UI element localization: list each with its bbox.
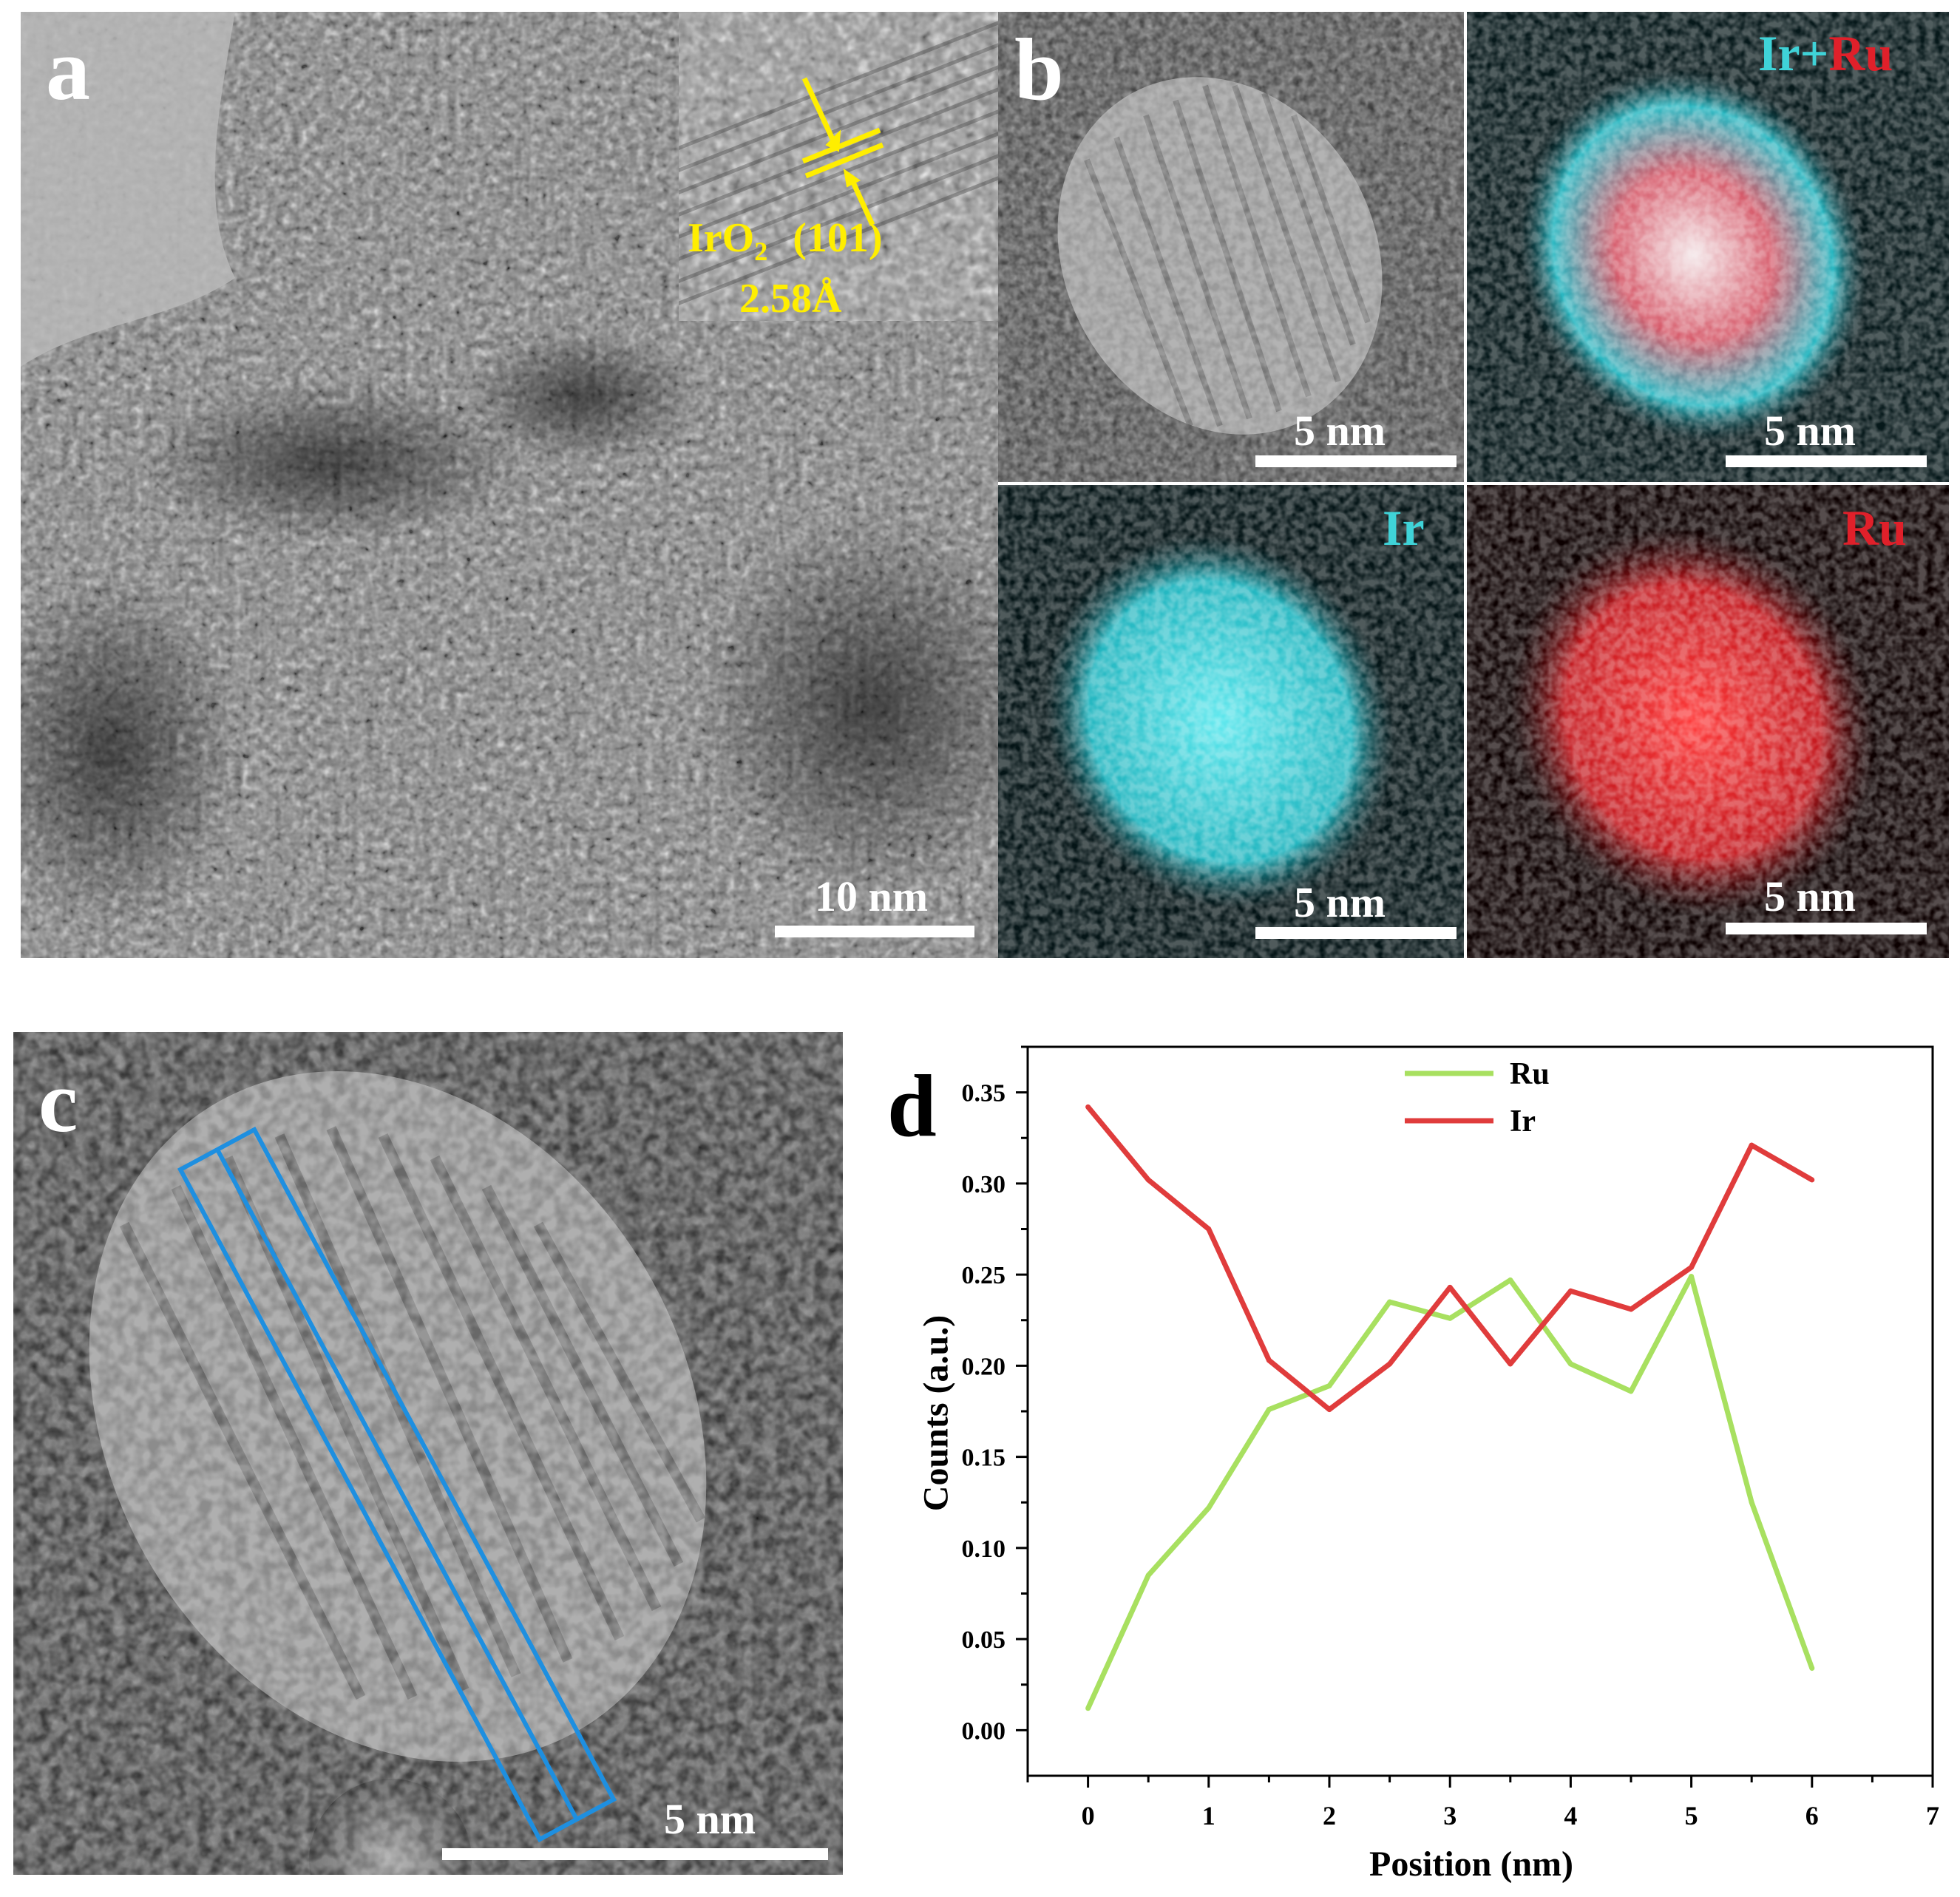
chart-legend: Ru Ir [1405, 1057, 1550, 1138]
ir-map-label: Ir [1383, 500, 1425, 556]
overlay-map-label: Ir+Ru [1758, 28, 1893, 78]
y-tick-label: 0.15 [962, 1445, 1006, 1472]
data-point-ru [1387, 1299, 1393, 1305]
scale-bar-b4 [1726, 923, 1927, 934]
overlay-plus-label: + [1800, 25, 1829, 81]
eds-map-graphics [998, 12, 1949, 958]
inset-hrtem: IrO2 (101) 2.58Å [679, 12, 998, 321]
scale-bar-c [442, 1848, 828, 1860]
data-point-ir [1508, 1361, 1513, 1367]
panel-b-eds-maps: b Ir+Ru Ir Ru 5 nm 5 nm 5 nm 5 nm [998, 12, 1949, 958]
overlay-ir-label: Ir [1758, 25, 1800, 81]
x-tick-label: 5 [1685, 1801, 1698, 1830]
inset-lattice-texture [679, 12, 998, 321]
haadf-texture [13, 1032, 843, 1875]
y-tick-label: 0.20 [962, 1353, 1006, 1380]
x-tick-label: 3 [1443, 1801, 1457, 1830]
data-point-ru [1749, 1499, 1754, 1505]
legend-label-ir: Ir [1510, 1104, 1536, 1138]
data-point-ir [1145, 1177, 1151, 1183]
scale-bar-b1 [1255, 455, 1457, 467]
phase-formula: IrO [688, 215, 755, 261]
data-point-ru [1628, 1388, 1634, 1394]
inset-phase-label: IrO2 (101) [688, 217, 883, 265]
data-point-ru [1447, 1315, 1453, 1321]
x-tick-label: 6 [1805, 1801, 1819, 1830]
panel-c-haadf-image: c 5 nm [13, 1032, 843, 1875]
data-point-ir [1689, 1264, 1695, 1270]
data-point-ru [1145, 1572, 1151, 1578]
inset-spacing-label: 2.58Å [739, 276, 842, 321]
data-point-ir [1266, 1357, 1272, 1363]
data-point-ru [1508, 1277, 1513, 1283]
x-axis-label: Position (nm) [1369, 1845, 1573, 1884]
line-profile-chart: 0 1 2 3 4 5 6 7 0.00 0.05 0.10 0.15 0.20 0.25 0.30 0.35… [962, 1045, 1939, 1830]
panel-letter-b: b [1014, 20, 1064, 118]
y-tick-label: 0.05 [962, 1626, 1006, 1654]
data-point-ru [1326, 1382, 1332, 1388]
y-tick-label: 0.35 [962, 1080, 1006, 1107]
data-point-ru [1085, 1706, 1091, 1711]
data-point-ru [1689, 1274, 1695, 1280]
y-tick-label: 0.25 [962, 1262, 1006, 1289]
y-tick-label: 0.10 [962, 1535, 1006, 1563]
data-point-ir [1809, 1177, 1815, 1183]
panel-letter-d: d [887, 1056, 937, 1155]
scale-bar-label-b1: 5 nm [1294, 407, 1386, 455]
data-point-ir [1447, 1284, 1453, 1290]
phase-subscript: 2 [754, 237, 768, 267]
data-point-ru [1266, 1407, 1272, 1413]
data-point-ir [1567, 1288, 1573, 1294]
x-tick-label: 2 [1323, 1801, 1336, 1830]
data-point-ru [1206, 1505, 1212, 1511]
scale-bar-a [775, 926, 974, 937]
y-tick-label: 0.30 [962, 1171, 1006, 1198]
scale-bar-label-b4: 5 nm [1764, 872, 1856, 920]
panel-d-line-profile: 0 1 2 3 4 5 6 7 0.00 0.05 0.10 0.15 0.20 0.25 0.30 0.35… [858, 1032, 1952, 1890]
d-spacing-marker [801, 77, 884, 226]
panel-a-hrtem-image: IrO2 (101) 2.58Å a 10 nm [21, 12, 998, 958]
data-point-ir [1326, 1407, 1332, 1413]
scale-bar-label-b2: 5 nm [1764, 407, 1856, 455]
y-tick-label: 0.00 [962, 1717, 1006, 1745]
scale-bar-b3 [1255, 927, 1457, 939]
scale-bar-label-c: 5 nm [664, 1795, 756, 1843]
x-tick-label: 7 [1926, 1801, 1939, 1830]
axis-ticks: 0 1 2 3 4 5 6 7 0.00 0.05 0.10 0.15 0.20 0.25 0.30 0.35 [962, 1045, 1939, 1830]
y-axis-label: Counts (a.u.) [916, 1314, 956, 1512]
data-point-ru [1567, 1361, 1573, 1367]
scale-bar-b2 [1726, 455, 1927, 467]
data-point-ir [1749, 1142, 1754, 1148]
series-lines [1085, 1104, 1815, 1711]
ru-map-label: Ru [1842, 500, 1907, 556]
panel-letter-c: c [38, 1052, 78, 1150]
x-tick-label: 4 [1564, 1801, 1577, 1830]
x-tick-label: 0 [1082, 1801, 1095, 1830]
data-point-ir [1628, 1306, 1634, 1312]
phase-plane: (101) [793, 215, 883, 261]
scale-bar-label-b3: 5 nm [1294, 878, 1386, 926]
x-tick-label: 1 [1202, 1801, 1215, 1830]
plot-frame [1026, 1045, 1934, 1777]
scale-bar-label-a: 10 nm [815, 872, 929, 920]
data-point-ir [1206, 1226, 1212, 1232]
legend-label-ru: Ru [1510, 1057, 1550, 1091]
data-point-ir [1085, 1104, 1091, 1110]
overlay-ru-label: Ru [1828, 25, 1893, 81]
data-point-ru [1809, 1666, 1815, 1672]
panel-letter-a: a [46, 20, 90, 118]
data-point-ir [1387, 1361, 1393, 1367]
line-scan-box [177, 1126, 617, 1843]
